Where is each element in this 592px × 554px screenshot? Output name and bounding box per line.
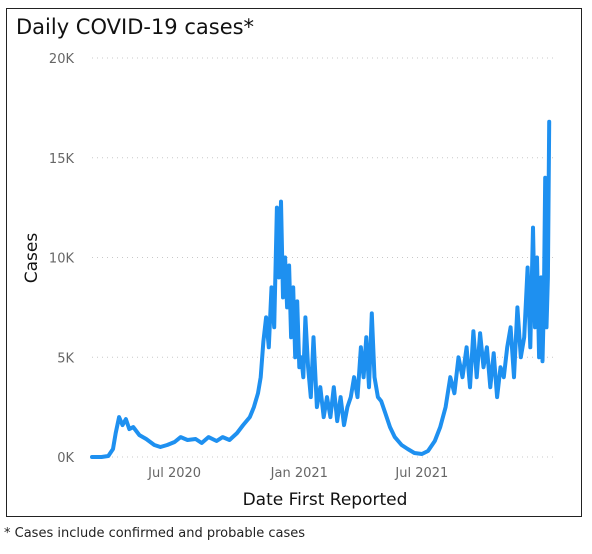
x-tick-label: Jan 2021	[270, 466, 328, 481]
y-tick-label: 5K	[57, 351, 74, 366]
y-tick-label: 10K	[49, 252, 75, 267]
y-axis-title: Cases	[22, 233, 42, 284]
x-tick-label: Jul 2021	[394, 466, 448, 481]
y-tick-label: 20K	[49, 52, 75, 67]
footnote: * Cases include confirmed and probable c…	[4, 526, 305, 541]
y-tick-label: 0K	[57, 451, 74, 466]
chart-title: Daily COVID-19 cases*	[16, 15, 255, 39]
y-tick-labels: 0K 5K 10K 15K 20K	[49, 52, 75, 466]
chart-card: Daily COVID-19 cases*	[6, 8, 582, 517]
x-tick-label: Jul 2020	[147, 466, 201, 481]
gridlines	[92, 57, 556, 458]
y-tick-label: 15K	[49, 152, 75, 167]
x-tick-labels: Jul 2020 Jan 2021 Jul 2021	[147, 466, 448, 481]
cases-series-line	[90, 119, 552, 459]
x-axis-title: Date First Reported	[243, 490, 408, 510]
